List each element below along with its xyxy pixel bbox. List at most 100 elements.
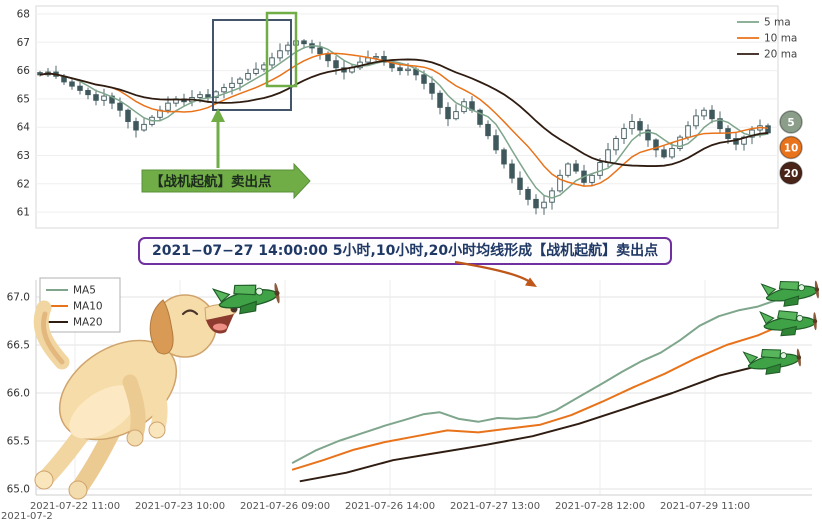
y-tick-label: 65.0 (7, 484, 30, 496)
candle-body (429, 82, 435, 94)
candle-body (381, 56, 387, 63)
candle-body (109, 95, 115, 104)
candle-body (637, 121, 643, 131)
candle-body (509, 163, 515, 179)
candle-body (301, 40, 307, 45)
annotation-banner-shape (141, 162, 311, 200)
candle-body (749, 129, 755, 138)
sell-annotation-label: 【战机起航】卖出点 (150, 173, 272, 190)
x-tick-label: 2021-07-26 14:00 (345, 501, 435, 512)
y-tick-label: 63 (17, 150, 30, 162)
candle-body (277, 50, 283, 59)
candle-body (253, 68, 259, 74)
candle-body (557, 174, 563, 192)
candle-body (533, 198, 539, 209)
ma-badges: 5 10 20 (779, 110, 803, 185)
ma-badge-label: 20 (784, 168, 799, 180)
candle-body (445, 106, 451, 120)
candle-body (477, 109, 483, 125)
x-tick-label: 2021-07-26 09:00 (240, 501, 330, 512)
banner-pointer-arrow-icon (454, 260, 537, 287)
legend-label: MA20 (73, 317, 103, 329)
y-tick-label: 67 (17, 37, 30, 49)
candle-body (765, 125, 771, 134)
ma-badge (779, 135, 803, 160)
candle-body (685, 125, 691, 138)
dog-illustration (33, 294, 238, 500)
plot-border (35, 5, 779, 229)
candle-body (229, 82, 235, 89)
x-tick-label: 2021-07-29 11:00 (660, 501, 750, 512)
candle-body (717, 118, 723, 130)
candle-body (285, 44, 291, 52)
candle-body (421, 74, 427, 84)
legend-label: 5 ma (764, 17, 791, 29)
candle-body (317, 47, 323, 55)
legend-label: 20 ma (764, 49, 797, 61)
candle-body (693, 115, 699, 127)
candle-body (245, 72, 251, 80)
bottom-chart-legend: MA5 MA10 MA20 (39, 277, 121, 333)
candle-body (77, 85, 83, 91)
legend-label: MA10 (73, 301, 103, 313)
ma-badge-label: 10 (784, 142, 799, 154)
candlestick-plot-area: 61 62 63 64 65 66 67 68 (17, 5, 779, 229)
candle-body (261, 64, 267, 70)
candle-body (437, 92, 443, 108)
candle-body (405, 68, 411, 72)
candle-body (117, 102, 123, 111)
y-tick-label: 64 (17, 122, 31, 134)
candle-body (125, 109, 131, 122)
candle-body (237, 78, 243, 84)
candle-body (565, 163, 571, 176)
line-MA10 (291, 315, 801, 471)
candle-body (629, 121, 635, 130)
candle-body (621, 128, 627, 139)
y-tick-label: 66.0 (7, 388, 30, 400)
ma-line-10 (39, 52, 769, 187)
candle-body (141, 123, 147, 131)
line-MA5 (291, 291, 801, 464)
top-chart-legend: 5 ma 10 ma 20 ma (737, 17, 797, 61)
candle-body (661, 149, 667, 158)
ma-badge (779, 110, 803, 134)
candle-body (589, 174, 595, 183)
legend-label: 10 ma (764, 33, 797, 45)
y-tick-label: 67.0 (7, 292, 30, 304)
candle-body (269, 57, 275, 66)
airplane-icon (761, 275, 822, 310)
ma-badge (779, 161, 803, 185)
candle-body (85, 89, 91, 96)
candle-body (517, 177, 523, 190)
airplane-icon (743, 343, 804, 378)
candle-body (485, 123, 491, 137)
candle-body (597, 162, 603, 176)
y-tick-label: 66.5 (7, 340, 30, 352)
cutoff-axis-label: 2021-07-2 (1, 511, 53, 522)
y-tick-label: 66 (17, 65, 31, 77)
candle-body (613, 138, 619, 151)
highlight-box-dark (212, 19, 292, 111)
candle-body (397, 67, 403, 72)
y-tick-label: 65 (17, 93, 30, 105)
x-tick-label: 2021-07-23 10:00 (135, 501, 225, 512)
candlestick-chart: 61 62 63 64 65 66 67 68 【战机起航】卖出点 5 ma 10 ma 20 m… (17, 5, 803, 229)
signal-banner: 2021−07−27 14:00:00 5小时,10小时,20小时均线形成【战机… (138, 237, 673, 265)
y-tick-label: 68 (17, 9, 30, 21)
candle-body (653, 139, 659, 151)
x-tick-label: 2021-07-27 13:00 (450, 501, 540, 512)
annotation-arrowhead-icon (211, 108, 225, 122)
candle-body (165, 102, 171, 111)
candle-body (701, 109, 707, 117)
ma-line-5 (39, 44, 769, 199)
candle-body (605, 149, 611, 164)
highlight-box-green (265, 11, 298, 88)
ma-line-20 (39, 58, 769, 167)
candle-body (677, 136, 683, 149)
sell-point-annotation: 【战机起航】卖出点 (141, 108, 311, 200)
candle-body (453, 111, 459, 120)
candle-body (69, 81, 75, 87)
candle-body (573, 163, 579, 172)
